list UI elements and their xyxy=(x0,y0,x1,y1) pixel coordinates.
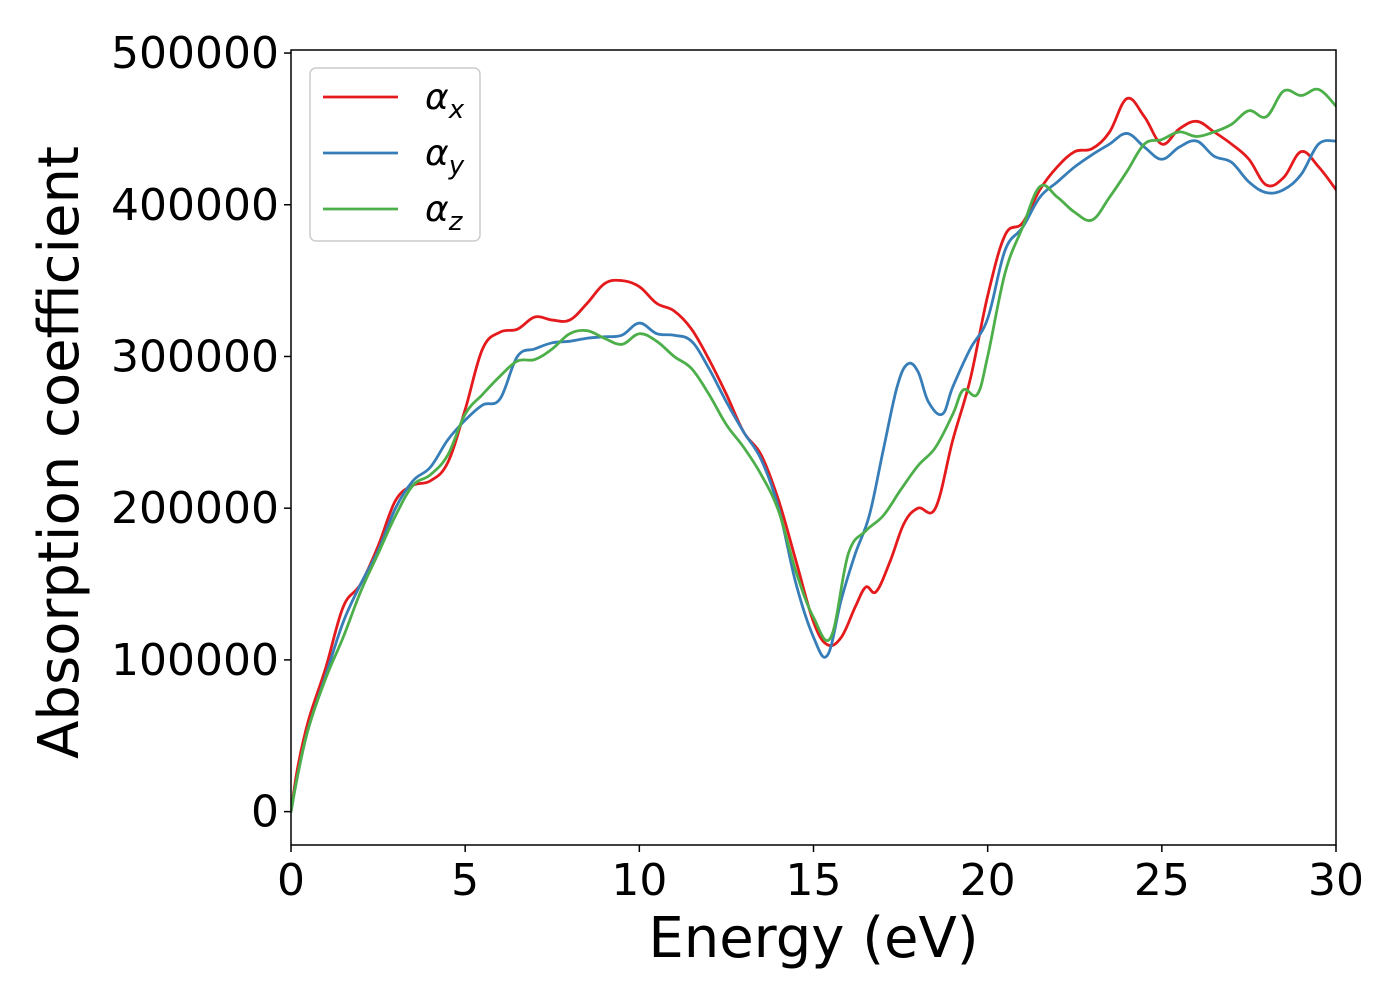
legend: αx αy αz xyxy=(309,67,481,242)
y-tick-label: 100000 xyxy=(111,635,279,686)
axis-ticks: 0 5 10 15 20 25 30 0 100000 200000 300000 400000 500… xyxy=(111,28,1364,906)
x-tick-label: 0 xyxy=(277,855,305,906)
x-tick-label: 10 xyxy=(611,855,667,906)
legend-label-y: αy xyxy=(425,133,465,181)
legend-label-z: αz xyxy=(425,189,464,237)
x-axis-title: Energy (eV) xyxy=(648,906,978,971)
legend-items: αx αy αz xyxy=(323,77,465,237)
x-tick-label: 5 xyxy=(451,855,479,906)
y-tick-label: 0 xyxy=(251,787,279,838)
legend-box xyxy=(309,67,481,242)
x-tick-label: 15 xyxy=(786,855,842,906)
legend-label-x: αx xyxy=(425,77,465,125)
x-tick-label: 25 xyxy=(1134,855,1190,906)
y-tick-label: 500000 xyxy=(111,28,279,79)
y-tick-label: 400000 xyxy=(111,180,279,231)
y-tick-label: 200000 xyxy=(111,483,279,534)
y-tick-label: 300000 xyxy=(111,331,279,382)
series-line-z xyxy=(291,87,1336,814)
x-tick-label: 30 xyxy=(1308,855,1364,906)
series-lines xyxy=(291,87,1336,814)
y-axis-title: Absorption coefficient xyxy=(27,146,92,759)
x-tick-label: 20 xyxy=(960,855,1016,906)
